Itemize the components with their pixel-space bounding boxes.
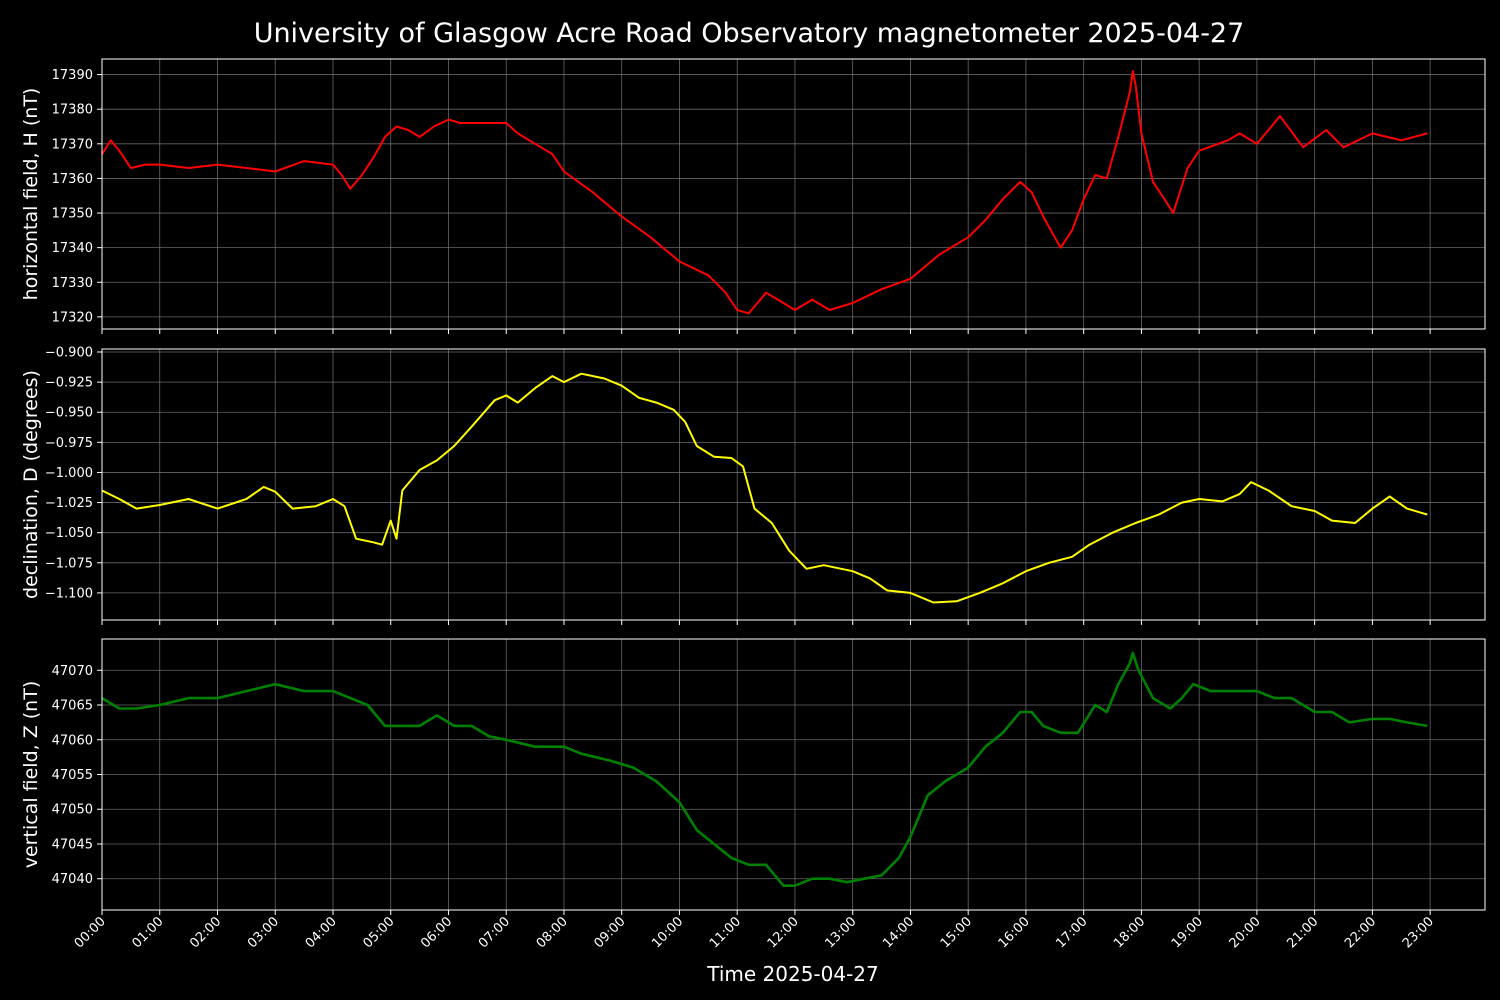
- series-line-horizontal: [101, 70, 1428, 315]
- y-tick-label: −0.950: [45, 406, 93, 421]
- y-tick-label: −1.100: [45, 586, 93, 601]
- y-tick-label: −1.025: [45, 496, 93, 511]
- y-axis-label: vertical field, Z (nT): [20, 681, 42, 869]
- y-tick-label: 17350: [52, 207, 93, 222]
- y-tick-label: 17380: [52, 103, 93, 118]
- chart-panels: 17320 17330 17340 17350 17360 17370 17380 17390…: [20, 58, 1486, 915]
- y-tick-label: −1.075: [45, 556, 93, 571]
- y-tick-label: 47065: [52, 699, 93, 714]
- y-axis-label: horizontal field, H (nT): [20, 88, 42, 301]
- y-tick-label: 17320: [52, 310, 93, 325]
- y-tick-label: 17390: [52, 68, 93, 83]
- y-tick-label: −0.975: [45, 436, 93, 451]
- panel-vertical: 47040 47045 47050 47055 47060 47065 47070 verti…: [20, 638, 1486, 915]
- y-axis-label: declination, D (degrees): [20, 370, 42, 599]
- y-tick-label: 47050: [52, 803, 93, 818]
- panel-declination: −1.100 −1.075 −1.050 −1.025 −1.000 −0.975 −0.9…: [20, 346, 1486, 625]
- panel-frame: [101, 638, 1486, 911]
- y-tick-label: 47060: [52, 733, 93, 748]
- series-line-declination: [101, 372, 1428, 604]
- panel-horizontal: 17320 17330 17340 17350 17360 17370 17380 17390…: [20, 58, 1486, 334]
- y-tick-label: −1.000: [45, 466, 93, 481]
- panel-frame: [101, 348, 1486, 621]
- x-axis-label: Time 2025-04-27: [706, 962, 879, 986]
- y-tick-label: 17360: [52, 172, 93, 187]
- y-tick-label: 47055: [52, 768, 93, 783]
- y-tick-label: 17330: [52, 276, 93, 291]
- y-tick-label: 47070: [52, 664, 93, 679]
- y-tick-label: 17340: [52, 241, 93, 256]
- y-tick-label: 47040: [52, 872, 93, 887]
- y-tick-label: 47045: [52, 837, 93, 852]
- y-tick-label: 17370: [52, 137, 93, 152]
- panel-frame: [101, 58, 1486, 330]
- y-tick-label: −1.050: [45, 526, 93, 541]
- y-tick-label: −0.925: [45, 376, 93, 391]
- chart-title: University of Glasgow Acre Road Observat…: [254, 18, 1245, 49]
- y-tick-label: −0.900: [45, 346, 93, 361]
- series-line-vertical: [101, 651, 1428, 888]
